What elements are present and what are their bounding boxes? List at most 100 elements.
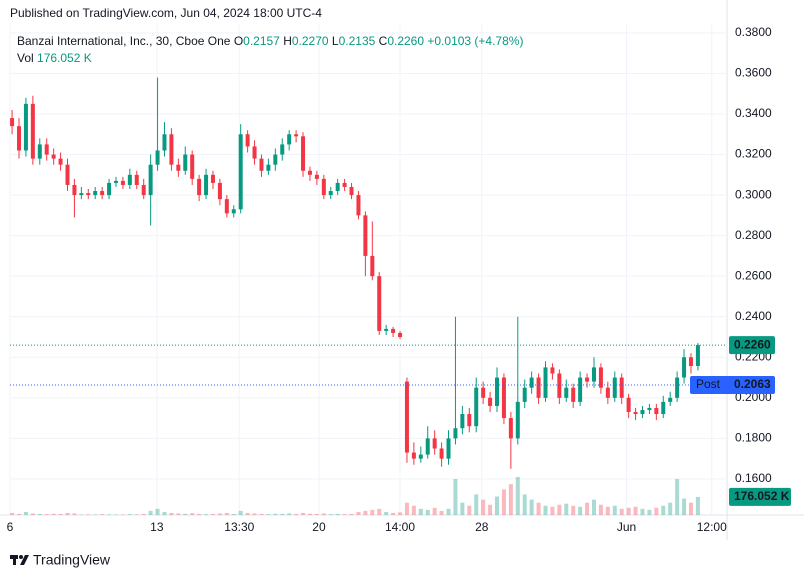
candle-body (44, 144, 49, 155)
volume-bar (134, 514, 139, 515)
candles (10, 77, 700, 469)
y-tick-label: 0.1800 (735, 431, 772, 445)
candle-body (474, 387, 479, 427)
volume-bar (695, 496, 700, 515)
candle-body (93, 191, 98, 196)
volume-bar (488, 504, 493, 515)
candle-body (224, 199, 229, 214)
volume-bar (224, 512, 229, 515)
volume-bar (197, 513, 202, 515)
volume-bar (654, 507, 659, 515)
candle-body (467, 414, 472, 427)
volume-bar (335, 513, 340, 515)
volume-bar (204, 514, 209, 515)
candle-body (605, 387, 610, 398)
volume-bar (543, 505, 548, 515)
candle-body (515, 401, 520, 439)
volume-bar (210, 513, 215, 515)
y-tick-label: 0.3600 (735, 66, 772, 80)
candle-body (543, 367, 548, 398)
last-price-label: 0.2260 (734, 337, 771, 351)
candle-body (418, 454, 423, 459)
volume-bar (536, 502, 541, 515)
candle-body (356, 195, 361, 216)
candle-body (127, 174, 132, 185)
last-price-tag (729, 336, 775, 355)
volume-bar (495, 496, 500, 515)
candle-body (10, 118, 15, 127)
candle-body (273, 154, 278, 165)
volume-bar (86, 514, 91, 515)
post-tag (690, 376, 775, 395)
volume-bar (467, 505, 472, 515)
legend-item: 0.2157 (243, 34, 280, 48)
volume-bar (522, 494, 527, 515)
legend-item: C (379, 34, 388, 48)
volume-bar (238, 510, 243, 515)
candle-body (307, 170, 312, 175)
candle-body (328, 191, 333, 196)
candle-body (647, 407, 652, 410)
volume-bar (529, 499, 534, 515)
candle-body (425, 438, 430, 455)
candle-body (654, 407, 659, 415)
candle-body (238, 134, 243, 210)
volume-bar (349, 513, 354, 515)
candle-body (591, 367, 596, 382)
volume-bar (148, 510, 153, 515)
volume-bar (141, 513, 146, 515)
volume-bar (10, 512, 15, 515)
candle-body (183, 154, 188, 171)
candle-body (231, 209, 236, 214)
volume-bar (273, 513, 278, 515)
volume-bar (647, 509, 652, 515)
volume-bar (612, 505, 617, 515)
volume-bar (661, 505, 666, 515)
volume-bar (127, 514, 132, 515)
candle-body (134, 174, 139, 185)
candle-body (384, 328, 389, 331)
volume-bar (501, 489, 506, 515)
candle-body (190, 154, 195, 179)
candle-body (446, 438, 451, 459)
candle-body (640, 409, 645, 415)
x-tick-label: 28 (475, 520, 489, 534)
y-tick-label: 0.1600 (735, 471, 772, 485)
candle-body (432, 438, 437, 449)
volume-bar (682, 498, 687, 515)
volume-bar (176, 513, 181, 515)
volume-bar (301, 512, 306, 515)
x-tick-label: 13:30 (224, 520, 254, 534)
candle-body (107, 182, 112, 196)
volume-bar (675, 479, 680, 515)
volume-bar (72, 513, 77, 515)
x-tick-label: 20 (312, 520, 326, 534)
y-tick-label: 0.2400 (735, 309, 772, 323)
candle-body (17, 126, 22, 151)
volume-bar (453, 479, 458, 515)
candle-body (619, 377, 624, 398)
candle-body (113, 180, 118, 183)
y-tick-label: 0.3400 (735, 106, 772, 120)
volume-bars (10, 477, 700, 515)
candle-body (65, 164, 70, 185)
volume-bar (384, 511, 389, 515)
volume-bar (65, 512, 70, 515)
volume-legend: Vol 176.052 K (17, 51, 92, 65)
volume-bar (688, 502, 693, 515)
volume-bar (294, 513, 299, 515)
candle-body (675, 377, 680, 398)
volume-bar (58, 513, 63, 515)
legend-item: 176.052 K (37, 51, 92, 65)
volume-bar (190, 513, 195, 515)
volume-bar (183, 513, 188, 515)
legend-item: O (234, 34, 243, 48)
volume-bar (550, 506, 555, 515)
candle-body (557, 373, 562, 398)
volume-bar (640, 508, 645, 515)
post-name: Post (696, 377, 721, 391)
candle-body (148, 164, 153, 196)
volume-bar (245, 512, 250, 515)
candle-body (58, 158, 63, 165)
